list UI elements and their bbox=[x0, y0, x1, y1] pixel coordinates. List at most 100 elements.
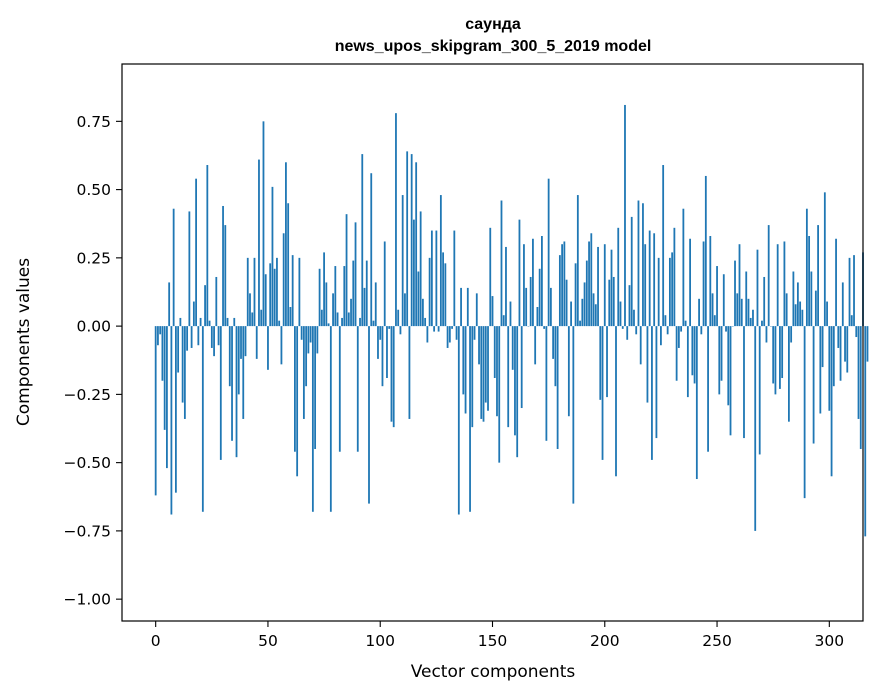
bar-251 bbox=[718, 326, 721, 395]
bar-236 bbox=[684, 320, 687, 327]
bar-198 bbox=[599, 326, 602, 400]
bar-40 bbox=[244, 326, 247, 357]
bar-313 bbox=[857, 326, 860, 419]
bar-218 bbox=[644, 244, 647, 327]
bar-261 bbox=[740, 298, 743, 327]
bar-289 bbox=[803, 326, 806, 499]
bar-73 bbox=[318, 268, 321, 327]
bar-276 bbox=[774, 326, 777, 395]
bar-152 bbox=[496, 326, 498, 417]
bar-193 bbox=[588, 241, 590, 327]
bar-194 bbox=[590, 233, 593, 327]
bar-179 bbox=[556, 326, 559, 449]
bar-26 bbox=[213, 326, 215, 357]
bar-31 bbox=[224, 225, 227, 327]
bar-85 bbox=[345, 214, 348, 327]
bar-7 bbox=[170, 326, 173, 515]
bar-38 bbox=[240, 326, 242, 359]
bar-134 bbox=[455, 326, 458, 340]
bar-305 bbox=[839, 326, 842, 381]
bar-44 bbox=[253, 257, 256, 327]
bar-22 bbox=[204, 285, 206, 327]
bar-153 bbox=[498, 326, 501, 463]
bar-301 bbox=[830, 326, 833, 477]
bar-49 bbox=[264, 274, 267, 327]
bar-264 bbox=[747, 298, 750, 327]
bar-284 bbox=[792, 271, 795, 327]
bar-249 bbox=[713, 315, 716, 327]
bar-241 bbox=[695, 326, 698, 480]
bar-122 bbox=[428, 257, 431, 327]
bar-159 bbox=[511, 326, 514, 370]
bar-172 bbox=[541, 236, 543, 327]
bar-213 bbox=[633, 309, 635, 327]
bar-169 bbox=[534, 326, 537, 365]
bar-215 bbox=[637, 200, 640, 327]
bar-230 bbox=[671, 252, 674, 327]
bar-94 bbox=[365, 260, 368, 327]
bar-164 bbox=[523, 244, 525, 327]
bar-125 bbox=[435, 230, 438, 327]
bar-150 bbox=[491, 296, 494, 327]
bar-232 bbox=[675, 326, 678, 381]
bar-92 bbox=[361, 154, 364, 327]
bar-223 bbox=[655, 326, 658, 439]
bar-170 bbox=[536, 307, 539, 327]
bar-132 bbox=[451, 326, 453, 329]
bar-17 bbox=[192, 301, 195, 327]
bar-270 bbox=[761, 320, 763, 327]
bar-145 bbox=[480, 326, 483, 419]
bar-100 bbox=[379, 326, 382, 340]
bar-310 bbox=[850, 315, 853, 327]
bar-286 bbox=[796, 282, 799, 327]
bar-83 bbox=[341, 317, 343, 327]
bar-171 bbox=[538, 268, 541, 327]
bar-212 bbox=[630, 216, 633, 327]
bar-200 bbox=[603, 244, 606, 327]
bar-90 bbox=[356, 326, 359, 452]
bar-226 bbox=[662, 165, 665, 327]
bar-65 bbox=[300, 326, 303, 340]
bar-136 bbox=[460, 287, 462, 327]
x-tick-label: 100 bbox=[365, 632, 395, 650]
bar-75 bbox=[323, 252, 325, 327]
bar-105 bbox=[390, 326, 393, 422]
bar-302 bbox=[832, 326, 835, 387]
bar-87 bbox=[350, 298, 352, 327]
bar-51 bbox=[269, 263, 272, 327]
bar-186 bbox=[572, 326, 575, 504]
bar-4 bbox=[163, 326, 166, 430]
bar-32 bbox=[226, 317, 229, 327]
bar-91 bbox=[359, 317, 361, 327]
bar-25 bbox=[210, 326, 213, 348]
bar-28 bbox=[217, 326, 220, 346]
bar-206 bbox=[617, 227, 620, 327]
bar-187 bbox=[574, 263, 577, 327]
bar-262 bbox=[743, 326, 745, 439]
bar-110 bbox=[401, 195, 404, 327]
bar-21 bbox=[201, 326, 204, 512]
bar-15 bbox=[188, 211, 191, 327]
bar-316 bbox=[864, 326, 867, 537]
bar-234 bbox=[680, 326, 683, 332]
bar-93 bbox=[363, 287, 366, 327]
bar-167 bbox=[529, 276, 532, 327]
bar-210 bbox=[626, 326, 629, 340]
bar-151 bbox=[493, 326, 496, 378]
bar-109 bbox=[399, 326, 402, 335]
bar-123 bbox=[430, 230, 433, 327]
bar-111 bbox=[404, 293, 406, 327]
bar-260 bbox=[738, 244, 741, 327]
x-tick-label: 200 bbox=[590, 632, 620, 650]
bar-298 bbox=[823, 192, 826, 327]
bar-271 bbox=[763, 276, 766, 327]
bar-41 bbox=[246, 257, 249, 327]
bar-39 bbox=[242, 326, 245, 419]
bar-95 bbox=[368, 326, 370, 504]
bar-108 bbox=[397, 309, 400, 327]
bar-300 bbox=[828, 326, 831, 411]
bar-243 bbox=[700, 326, 703, 335]
bar-178 bbox=[554, 326, 557, 387]
bar-71 bbox=[314, 326, 317, 449]
